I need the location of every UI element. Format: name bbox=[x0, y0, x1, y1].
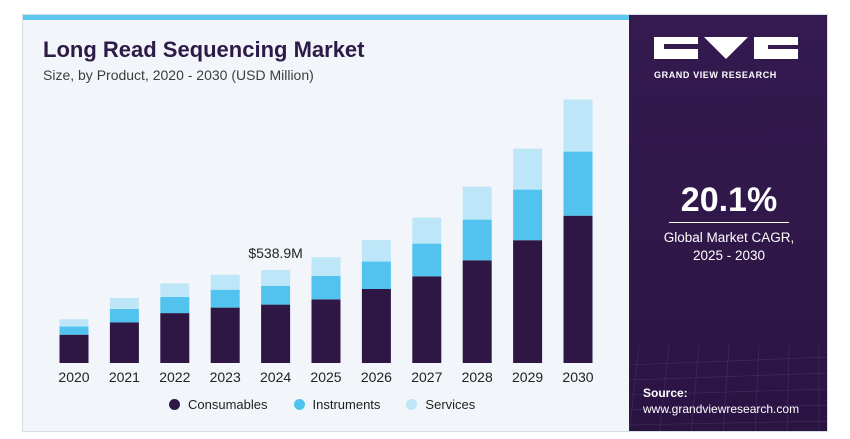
logo-block-r bbox=[754, 37, 798, 59]
chart-card: Long Read Sequencing Market Size, by Pro… bbox=[22, 14, 828, 432]
legend-item-services: Services bbox=[406, 397, 475, 412]
bar-services-2025 bbox=[311, 257, 341, 276]
bar-services-2028 bbox=[462, 186, 492, 220]
bar-consumables-2024 bbox=[261, 304, 291, 363]
bar-consumables-2027 bbox=[412, 276, 442, 363]
x-tick-label-2029: 2029 bbox=[512, 369, 543, 385]
bar-instruments-2021 bbox=[109, 308, 139, 323]
bar-services-2022 bbox=[160, 283, 190, 297]
bar-services-2029 bbox=[513, 148, 543, 190]
bar-instruments-2023 bbox=[210, 289, 240, 308]
x-tick-label-2028: 2028 bbox=[462, 369, 493, 385]
cagr-label-line2: 2025 - 2030 bbox=[692, 248, 766, 263]
bar-services-2020 bbox=[59, 319, 89, 327]
x-tick-label-2020: 2020 bbox=[58, 369, 89, 385]
chart-title: Long Read Sequencing Market bbox=[43, 37, 365, 62]
x-tick-label-2022: 2022 bbox=[159, 369, 190, 385]
data-label-2024: $538.9M bbox=[248, 245, 302, 261]
brand-name: GRAND VIEW RESEARCH bbox=[654, 70, 777, 80]
bar-instruments-2020 bbox=[59, 326, 89, 335]
bar-consumables-2021 bbox=[109, 322, 139, 363]
stacked-bar-chart: 2020 2021 2022 2023 2024 $538.9M 2025 2026 2027 2… bbox=[58, 99, 594, 385]
bar-services-2021 bbox=[109, 297, 139, 309]
source-url[interactable]: www.grandviewresearch.com bbox=[643, 402, 800, 416]
bar-services-2027 bbox=[412, 217, 442, 244]
logo-block-g bbox=[654, 37, 698, 59]
legend-label-services: Services bbox=[425, 397, 476, 412]
source-label: Source: bbox=[643, 386, 688, 400]
legend-swatch-services bbox=[406, 399, 418, 410]
x-tick-label-2026: 2026 bbox=[361, 369, 392, 385]
legend-label-instruments: Instruments bbox=[312, 397, 381, 412]
x-tick-label-2023: 2023 bbox=[210, 369, 241, 385]
legend-swatch-consumables bbox=[169, 399, 180, 410]
chart-subtitle: Size, by Product, 2020 - 2030 (USD Milli… bbox=[43, 67, 314, 83]
legend-label-consumables: Consumables bbox=[188, 397, 268, 412]
bar-consumables-2023 bbox=[210, 307, 240, 363]
cagr-label-line1: Global Market CAGR, bbox=[663, 230, 795, 245]
bar-consumables-2028 bbox=[462, 260, 492, 363]
legend-swatch-instruments bbox=[293, 399, 305, 410]
bar-consumables-2030 bbox=[563, 215, 593, 363]
x-tick-label-2027: 2027 bbox=[411, 369, 442, 385]
accent-bar bbox=[23, 15, 629, 20]
x-tick-label-2021: 2021 bbox=[109, 369, 140, 385]
bar-instruments-2028 bbox=[462, 219, 492, 261]
bar-services-2026 bbox=[361, 240, 391, 262]
cagr-label: Global Market CAGR, 2025 - 2030 bbox=[629, 229, 827, 265]
bar-services-2023 bbox=[210, 274, 240, 290]
cagr-value: 20.1% bbox=[680, 181, 778, 219]
cagr-divider bbox=[669, 222, 789, 223]
bar-services-2030 bbox=[563, 99, 593, 152]
bar-consumables-2025 bbox=[311, 299, 341, 363]
bar-consumables-2026 bbox=[361, 289, 391, 363]
brand-logo[interactable]: GRAND VIEW RESEARCH bbox=[654, 37, 804, 80]
legend-item-instruments: Instruments bbox=[293, 397, 381, 412]
info-side-panel: GRAND VIEW RESEARCH 20.1% Global Market … bbox=[629, 15, 827, 431]
bar-consumables-2020 bbox=[59, 334, 89, 363]
bar-instruments-2027 bbox=[412, 243, 442, 277]
bar-instruments-2029 bbox=[513, 189, 543, 241]
bar-instruments-2026 bbox=[361, 261, 391, 289]
chart-legend: Consumables Instruments Services bbox=[169, 397, 475, 412]
bar-consumables-2029 bbox=[513, 240, 543, 363]
bar-instruments-2022 bbox=[160, 297, 190, 314]
bar-services-2024 bbox=[261, 269, 291, 286]
bar-instruments-2030 bbox=[563, 151, 593, 216]
bar-instruments-2024 bbox=[261, 285, 291, 305]
x-tick-label-2025: 2025 bbox=[310, 369, 341, 385]
gvr-logo-icon bbox=[654, 37, 804, 61]
bar-instruments-2025 bbox=[311, 275, 341, 300]
logo-block-v bbox=[704, 37, 748, 59]
x-tick-label-2030: 2030 bbox=[562, 369, 593, 385]
x-tick-label-2024: 2024 bbox=[260, 369, 291, 385]
decorative-grid bbox=[629, 345, 827, 431]
source-block: Source: www.grandviewresearch.com bbox=[643, 385, 799, 417]
bar-consumables-2022 bbox=[160, 313, 190, 363]
legend-item-consumables: Consumables bbox=[169, 397, 268, 412]
